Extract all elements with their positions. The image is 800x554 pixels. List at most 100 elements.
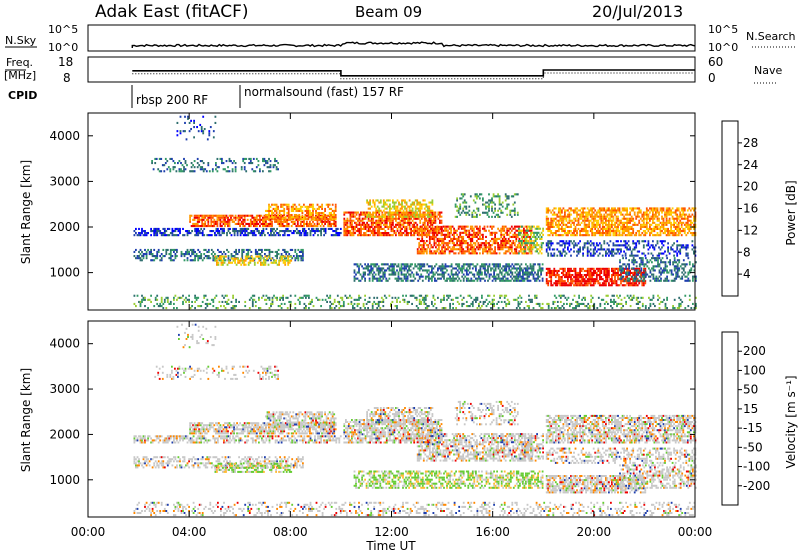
echo-cell [250,232,253,235]
echo-cell [433,231,436,234]
echo-cell [550,269,553,272]
nsky-label: N.Sky [5,34,37,47]
echo-cell [265,255,268,258]
echo-cell [402,205,405,208]
echo-cell [664,227,666,230]
echo-cell [650,207,653,210]
echo-cell [355,211,358,214]
echo-cell [473,275,476,278]
echo-cell [682,230,685,233]
echo-cell [316,225,319,228]
echo-cell [305,232,307,235]
echo-cell [505,267,508,270]
echo-cell [390,223,393,226]
echo-cell [288,259,291,262]
echo-cell [564,223,566,226]
echo-cell [288,261,291,264]
echo-cell [601,219,604,222]
echo-cell [586,223,589,226]
echo-cell [504,199,507,202]
echo-cell [243,157,246,160]
echo-cell [504,242,507,245]
echo-cell [482,277,485,280]
echo-cell [239,232,242,235]
echo-cell [428,207,431,210]
echo-cell [577,282,580,285]
echo-cell [309,234,312,237]
echo-cell [315,225,317,228]
echo-cell [267,259,269,262]
echo-cell [456,263,459,266]
echo-cell [153,255,156,258]
echo-cell [202,225,205,228]
echo-cell [504,252,507,255]
echo-cell [591,217,594,220]
echo-cell [500,235,503,238]
echo-cell [621,230,624,233]
echo-cell [517,263,520,266]
echo-cell [608,232,610,235]
echo-cell [431,201,434,204]
echo-cell [576,211,578,214]
echo-cell [221,220,223,223]
echo-cell [259,232,262,235]
echo-cell [680,225,683,228]
echo-cell [144,234,146,237]
echo-cell [568,269,571,272]
echo-cell [449,279,451,282]
echo-cell [298,203,301,206]
echo-cell [536,242,538,245]
echo-cell [251,220,254,223]
echo-cell [486,213,489,216]
echo-cell [172,168,175,171]
echo-cell [529,273,532,276]
echo-cell [636,213,639,216]
echo-cell [207,248,210,251]
echo-cell [529,267,532,270]
echo-cell [359,263,362,266]
echo-cell [479,271,482,274]
echo-cell [472,250,475,253]
echo-cell [147,248,149,251]
echo-cell [649,217,651,220]
echo-cell [426,271,429,274]
echo-cell [642,217,645,220]
echo-cell [460,197,463,200]
echo-cell [234,257,236,260]
echo-cell [626,213,628,216]
echo-cell [545,215,548,218]
echo-cell [345,230,347,233]
echo-cell [277,248,280,251]
echo-cell [189,232,192,235]
echo-cell [565,232,568,235]
echo-cell [476,271,479,274]
echo-cell [627,225,630,228]
echo-cell [528,225,531,228]
echo-cell [378,211,381,214]
echo-cell [425,248,428,251]
echo-cell [641,223,644,226]
echo-cell [580,276,583,279]
echo-cell [402,219,405,222]
echo-cell [559,284,562,287]
echo-cell [674,225,677,228]
echo-cell [430,227,433,230]
echo-cell [515,248,518,251]
echo-cell [547,221,550,224]
echo-cell [565,234,568,237]
echo-cell [638,230,641,233]
echo-cell [626,217,628,220]
echo-cell [379,199,382,202]
echo-cell [301,212,304,215]
echo-cell [248,162,251,165]
echo-cell [598,215,601,218]
echo-cell [506,197,509,200]
echo-cell [624,227,627,230]
echo-cell [312,227,315,230]
echo-cell [404,199,406,202]
echo-cell [405,279,407,282]
echo-cell [393,211,396,214]
echo-cell [431,267,433,270]
echo-cell [594,234,597,237]
echo-cell [414,227,417,230]
